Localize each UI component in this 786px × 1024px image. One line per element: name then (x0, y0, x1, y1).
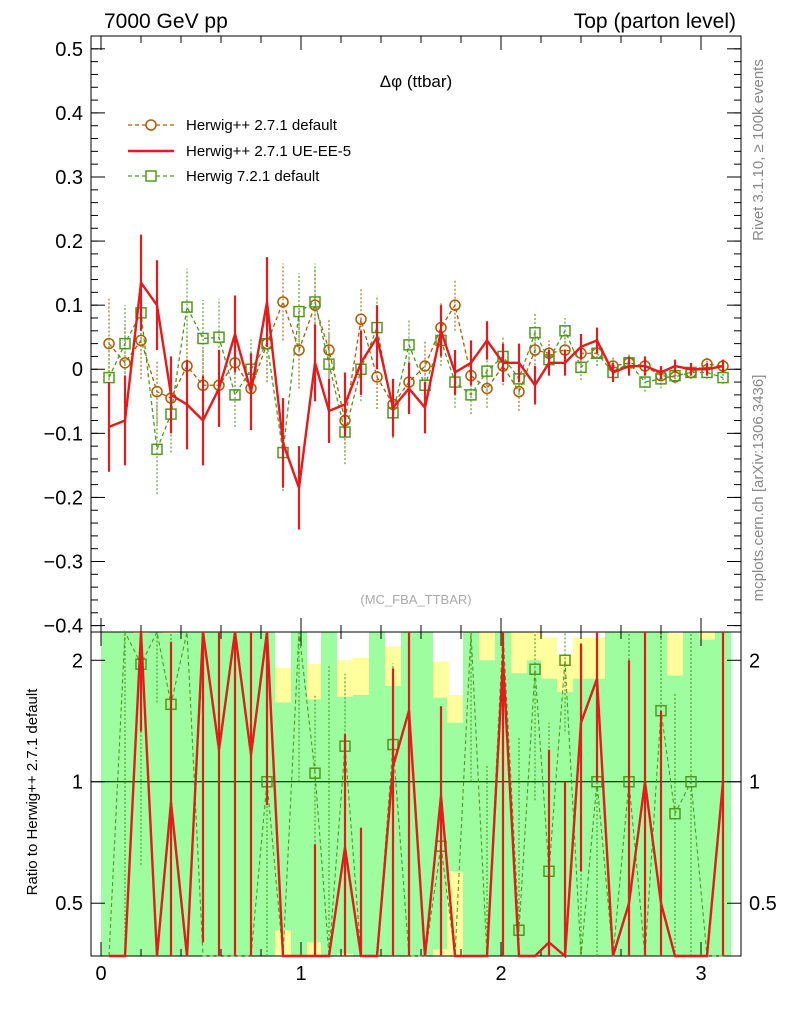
data-point (717, 371, 729, 384)
x-tick-label: 0 (95, 963, 106, 985)
ratio-data-point (529, 663, 541, 676)
data-point (151, 385, 163, 398)
series-line (108, 279, 724, 489)
data-point (119, 337, 131, 350)
ratio-y-tick-label: 1 (72, 772, 83, 794)
data-point (213, 331, 225, 343)
data-point (465, 389, 477, 401)
data-point (371, 371, 383, 383)
mcplots-label: mcplots.cern.ch [arXiv:1306.3436] (750, 375, 767, 602)
data-point (323, 358, 335, 370)
data-point (293, 305, 305, 318)
rivet-version-label: Rivet 3.1.10, ≥ 100k events (750, 59, 767, 241)
data-point (529, 326, 541, 339)
main-y-tick-label: 0.4 (55, 103, 83, 125)
legend-entry-0: Herwig++ 2.7.1 default (128, 117, 338, 134)
ratio-data-point (669, 807, 681, 820)
legend-marker-2 (145, 170, 157, 182)
ratio-y-tick-label-right: 2 (749, 650, 760, 672)
data-point (103, 337, 115, 350)
data-point (403, 339, 415, 351)
legend-entry-1: Herwig++ 2.7.1 UE-EE-5 (128, 143, 351, 160)
main-y-tick-label: 0.3 (55, 167, 83, 189)
header-left-label: 7000 GeV pp (104, 10, 228, 33)
main-series-group (103, 234, 729, 530)
ratio-band-inner (291, 632, 307, 956)
data-point (639, 376, 651, 388)
data-point (277, 296, 289, 308)
main-y-axis: −0.4 −0.3 −0.2 −0.1 0 0.1 0.2 0.3 0.4 0.5 (44, 39, 741, 638)
ratio-series-1 (109, 631, 725, 959)
series-line (108, 300, 724, 453)
main-y-tick-label: 0.1 (55, 295, 83, 317)
ratio-y-tick-label: 2 (72, 650, 83, 672)
legend-label-2: Herwig 7.2.1 default (186, 168, 320, 185)
main-y-tick-label: 0.5 (55, 39, 83, 61)
data-point (355, 313, 367, 326)
main-y-tick-label: −0.4 (44, 616, 83, 638)
ratio-y-tick-label-right: 1 (749, 772, 760, 794)
ratio-data-point (309, 767, 321, 779)
main-y-tick-label: 0 (72, 359, 83, 381)
ratio-series-group (108, 629, 725, 959)
main-y-tick-label: 0.2 (55, 231, 83, 253)
legend-marker-0 (145, 119, 157, 131)
data-point (481, 365, 493, 377)
x-tick-label: 3 (695, 963, 706, 985)
series-line (108, 300, 724, 421)
legend-label-0: Herwig++ 2.7.1 default (186, 117, 338, 134)
analysis-label: (MC_FBA_TTBAR) (360, 592, 471, 607)
chart-title: Δφ (ttbar) (380, 72, 452, 91)
ratio-data-point (559, 654, 571, 667)
data-point (197, 332, 209, 345)
main-y-tick-label: −0.3 (44, 552, 83, 574)
ratio-band-inner (369, 632, 385, 956)
series-2 (103, 263, 729, 495)
ratio-y-tick-label-right: 0.5 (749, 893, 777, 915)
legend-entry-2: Herwig 7.2.1 default (128, 168, 320, 185)
ratio-band-inner (447, 722, 463, 872)
main-y-tick-label: −0.1 (44, 423, 83, 445)
data-point (449, 299, 461, 311)
x-tick-label: 1 (295, 963, 306, 985)
ratio-band-inner (699, 639, 715, 956)
ratio-band-inner (101, 632, 117, 956)
ratio-y-axis: 0.5 0.5 1 1 2 2 (55, 650, 777, 915)
ratio-y-axis-label: Ratio to Herwig++ 2.7.1 default (24, 688, 41, 896)
ratio-y-tick-label: 0.5 (55, 893, 83, 915)
ratio-data-point (685, 775, 697, 788)
ratio-band-inner (353, 694, 369, 956)
legend: Herwig++ 2.7.1 default Herwig++ 2.7.1 UE… (128, 117, 351, 185)
main-y-tick-label: −0.2 (44, 487, 83, 509)
header-right-label: Top (parton level) (574, 10, 736, 33)
ratio-band-inner (605, 632, 621, 956)
data-point (229, 389, 241, 401)
ratio-band-inner (417, 632, 433, 956)
data-point (529, 344, 541, 356)
data-point (309, 296, 321, 308)
legend-label-1: Herwig++ 2.7.1 UE-EE-5 (186, 143, 351, 160)
ratio-line (109, 631, 725, 959)
x-tick-label: 2 (495, 963, 506, 985)
series-1 (107, 234, 725, 530)
ratio-band-inner (527, 660, 543, 956)
data-point (151, 443, 163, 456)
ratio-panel-frame (90, 631, 742, 957)
ratio-line (108, 629, 723, 957)
data-point (575, 361, 587, 374)
data-point (481, 382, 493, 395)
data-point (559, 325, 571, 337)
data-point (181, 301, 193, 313)
